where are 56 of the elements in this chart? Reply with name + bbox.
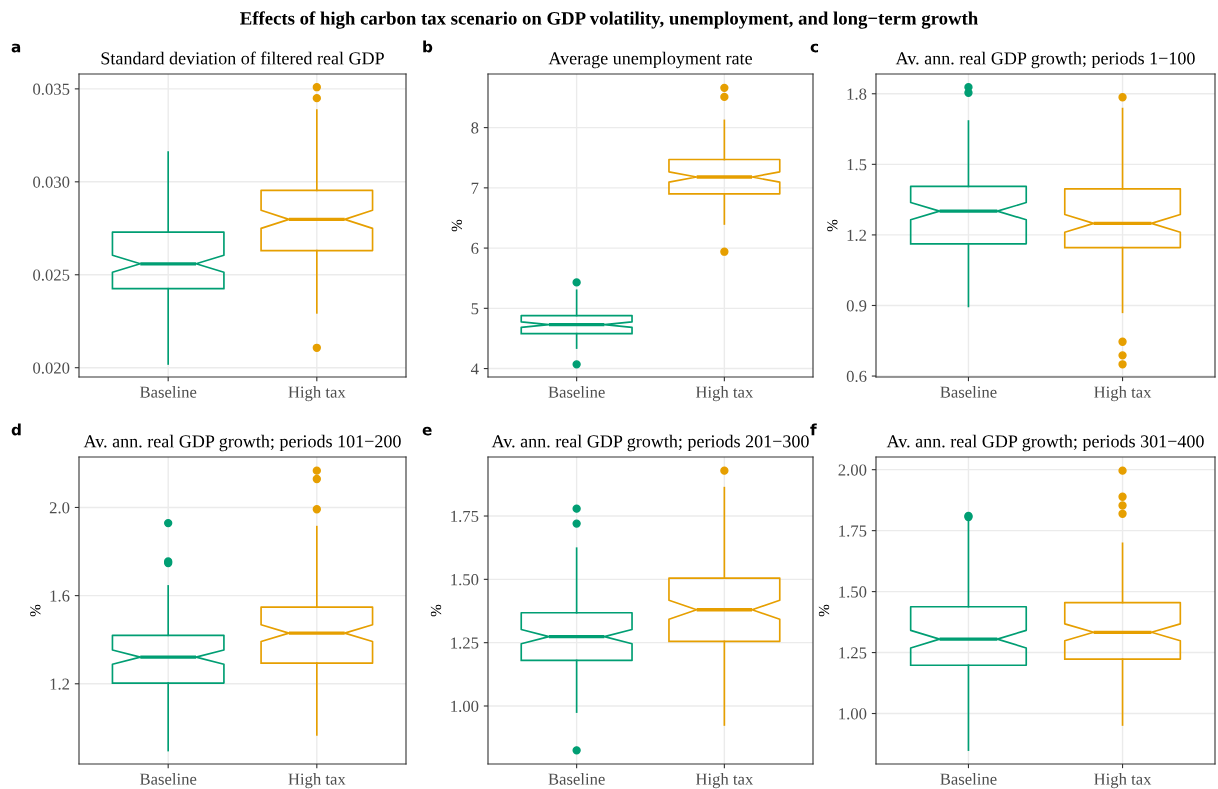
y-axis-title: % [451, 219, 463, 232]
y-tick-label: 1.6 [50, 590, 70, 602]
y-tick-label: 0.9 [846, 300, 867, 312]
y-axis-title: % [430, 604, 442, 617]
y-tick-label: 0.035 [33, 83, 70, 95]
chart-title: Av. ann. real GDP growth; periods 301−400 [886, 434, 1204, 452]
y-tick-label: 1.75 [839, 525, 867, 537]
y-tick-label: 0.6 [846, 370, 867, 383]
y-tick-label: 1.2 [847, 229, 867, 241]
y-tick-label: 1.25 [839, 647, 867, 659]
y-tick-label: 5 [471, 303, 479, 315]
y-tick-label: 1.8 [847, 88, 867, 100]
chart-title: Av. ann. real GDP growth; periods 101−200 [83, 434, 401, 452]
y-tick-label: 1.25 [451, 637, 479, 649]
x-tick-label: Baseline [139, 773, 197, 785]
x-tick-label: High tax [288, 386, 346, 402]
x-tick-label: Baseline [548, 773, 605, 785]
text: f [810, 423, 817, 436]
text: c [810, 43, 819, 53]
y-axis-title: % [818, 604, 830, 617]
y-tick-label: 4 [470, 363, 479, 375]
y-tick-label: 1.50 [839, 586, 867, 598]
x-tick-label: High tax [1094, 386, 1152, 402]
chart-title: Av. ann. real GDP growth; periods 1−100 [895, 51, 1195, 69]
x-tick-label: High tax [1094, 773, 1152, 789]
chart-title: Av. ann. real GDP growth; periods 201−300 [491, 434, 809, 452]
y-tick-label: 7 [471, 182, 479, 194]
y-tick-label: 1.2 [50, 678, 70, 690]
y-tick-label: 1.50 [451, 574, 479, 586]
y-tick-label: 1.75 [451, 510, 479, 523]
text: a [11, 43, 21, 53]
text: b [423, 40, 433, 53]
text: d [11, 423, 21, 436]
x-tick-label: Baseline [940, 386, 997, 398]
x-tick-label: High tax [695, 773, 754, 789]
y-tick-label: 2.00 [838, 464, 867, 476]
y-tick-label: 1.00 [839, 708, 867, 720]
x-tick-label: High tax [288, 773, 346, 789]
y-tick-label: 0.020 [33, 362, 70, 374]
x-tick-label: Baseline [940, 773, 997, 785]
y-tick-label: 2.0 [49, 502, 70, 514]
y-tick-label: 1.5 [847, 159, 867, 171]
x-tick-label: Baseline [548, 386, 605, 398]
y-tick-label: 8 [471, 122, 479, 134]
y-tick-label: 0.025 [33, 269, 70, 281]
chart-title: Standard deviation of filtered real GDP [101, 51, 384, 65]
text: e [422, 426, 432, 436]
y-tick-label: 1.00 [451, 700, 479, 713]
y-axis-title: % [827, 219, 838, 232]
text: Effects of high carbon tax scenario on GDP volatility, unemployment, and long−term growth [240, 11, 978, 29]
x-tick-label: High tax [695, 386, 754, 402]
chart-title: Average unemployment rate [548, 51, 752, 69]
y-tick-label: 0.030 [33, 176, 70, 188]
y-tick-label: 6 [471, 242, 479, 255]
x-tick-label: Baseline [139, 386, 197, 398]
y-axis-title: % [30, 604, 41, 617]
